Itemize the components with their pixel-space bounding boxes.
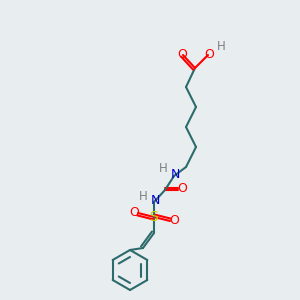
Text: O: O	[204, 47, 214, 61]
Text: S: S	[150, 210, 158, 224]
Text: H: H	[159, 163, 167, 176]
Text: H: H	[217, 40, 225, 53]
Text: O: O	[177, 182, 187, 196]
Text: O: O	[177, 49, 187, 62]
Text: N: N	[150, 194, 160, 208]
Text: O: O	[129, 206, 139, 220]
Text: N: N	[170, 169, 180, 182]
Text: O: O	[169, 214, 179, 227]
Text: H: H	[139, 190, 147, 202]
